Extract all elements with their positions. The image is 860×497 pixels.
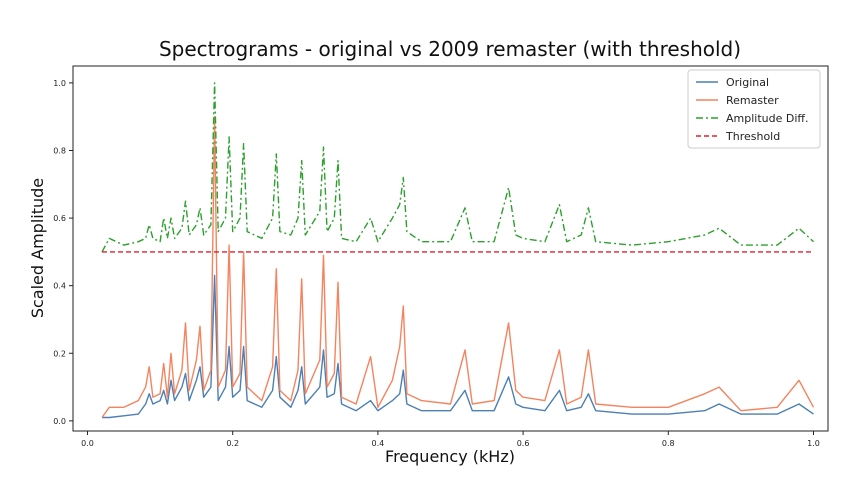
legend: Original Remaster Amplitude Diff. Threshold [687, 69, 821, 149]
y-axis-label: Scaled Amplitude [28, 178, 47, 318]
x-tick-label: 0.0 [81, 439, 94, 448]
y-axis: 0.0 0.2 0.4 0.6 0.8 1.0 [53, 79, 73, 426]
series-line-remaster [101, 115, 815, 418]
legend-label-threshold: Threshold [725, 130, 780, 143]
x-axis-label: Frequency (kHz) [385, 447, 515, 466]
x-tick-label: 0.4 [372, 439, 385, 448]
x-axis: 0.0 0.2 0.4 0.6 0.8 1.0 [81, 431, 820, 448]
x-tick-label: 0.6 [517, 439, 530, 448]
y-tick-label: 0.0 [53, 417, 66, 426]
y-tick-label: 0.8 [53, 146, 66, 155]
y-tick-label: 0.4 [53, 282, 66, 291]
y-tick-label: 1.0 [53, 79, 66, 88]
series-line-amplitude-diff [101, 82, 814, 253]
chart-title: Spectrograms - original vs 2009 remaster… [159, 37, 741, 61]
legend-label-amplitude-diff: Amplitude Diff. [726, 112, 808, 125]
y-tick-label: 0.2 [53, 349, 66, 358]
x-tick-label: 0.8 [662, 439, 675, 448]
y-tick-label: 0.6 [53, 214, 66, 223]
legend-label-remaster: Remaster [726, 94, 779, 107]
x-tick-label: 0.2 [226, 439, 239, 448]
legend-label-original: Original [726, 76, 769, 89]
plot-area [72, 65, 829, 432]
x-tick-label: 1.0 [807, 439, 820, 448]
series-line-original [102, 274, 814, 419]
legend-box [687, 69, 821, 149]
series-layer [101, 82, 815, 419]
